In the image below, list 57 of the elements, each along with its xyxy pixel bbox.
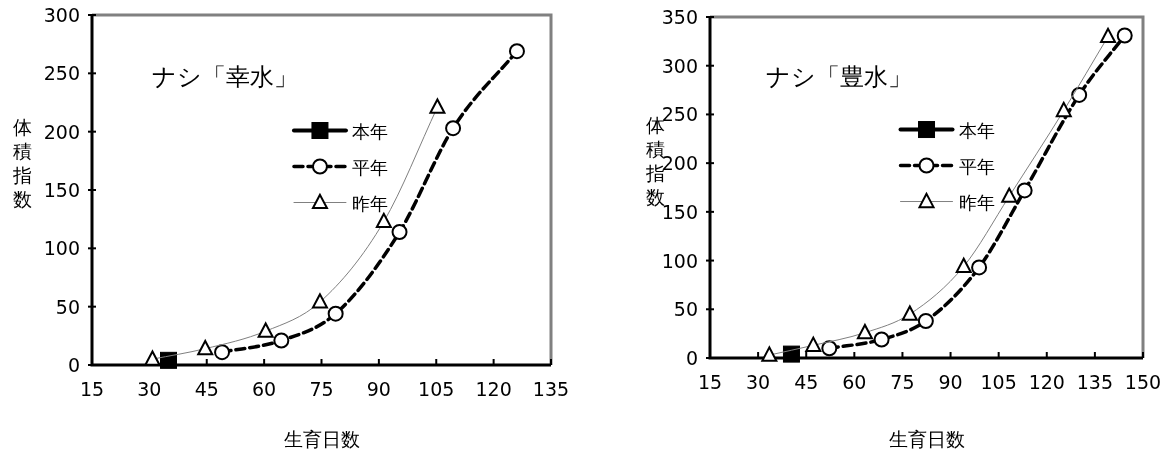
y-tick-label: 0 [685,347,698,369]
legend-label: 本年 [958,119,995,141]
legend-label: 昨年 [351,192,388,214]
x-tick-label: 105 [418,378,455,400]
x-tick-label: 90 [366,378,391,400]
x-tick-label: 60 [252,378,277,400]
point [327,305,344,322]
legend-label: 平年 [351,156,388,178]
x-tick-label: 120 [1028,371,1065,393]
y-tick-label: 100 [43,237,80,260]
x-tick-label: 135 [1076,371,1114,393]
legend-label: 平年 [958,155,995,177]
legend-label: 本年 [351,120,388,142]
text: ナシ「幸水」 [151,63,298,91]
x-axis-title: 生育日数 [888,428,965,450]
point [391,224,408,240]
point [445,120,462,137]
y-tick-label: 200 [43,120,80,143]
x-tick-label: 120 [475,378,512,400]
y-tick-label: 350 [661,6,698,28]
point [214,344,231,361]
x-tick-label: 135 [532,378,570,400]
y-tick-label: 300 [661,54,698,77]
point [1116,27,1133,44]
x-tick-label: 75 [309,378,334,400]
x-tick-label: 45 [194,378,219,400]
x-axis-title: 生育日数 [283,428,360,450]
x-tick-label: 15 [79,378,105,400]
point [273,332,290,349]
point [1071,86,1088,103]
point [160,351,177,369]
x-tick-label: 150 [1124,371,1162,393]
y-tick-label: 100 [661,249,698,272]
y-axis-title: 体積指数 [11,116,32,210]
y-tick-label: 300 [43,4,80,26]
y-tick-label: 0 [67,354,80,376]
legend-label: 昨年 [958,191,995,213]
x-tick-label: 15 [697,371,723,393]
x-tick-label: 75 [890,371,915,393]
y-tick-label: 150 [43,179,80,201]
point [917,312,934,329]
point [821,340,838,357]
point [873,331,890,348]
y-tick-label: 50 [673,298,698,321]
y-tick-label: 250 [43,62,80,85]
point [782,345,800,363]
x-tick-label: 60 [842,371,867,393]
point [1016,182,1033,199]
x-tick-label: 30 [137,378,162,400]
x-tick-label: 90 [938,371,963,393]
x-tick-label: 45 [794,371,819,393]
text: ナシ「豊水」 [766,63,913,92]
point [508,43,525,60]
y-tick-label: 50 [55,295,80,318]
point [971,259,988,276]
x-tick-label: 105 [980,371,1017,393]
x-tick-label: 30 [746,371,771,393]
